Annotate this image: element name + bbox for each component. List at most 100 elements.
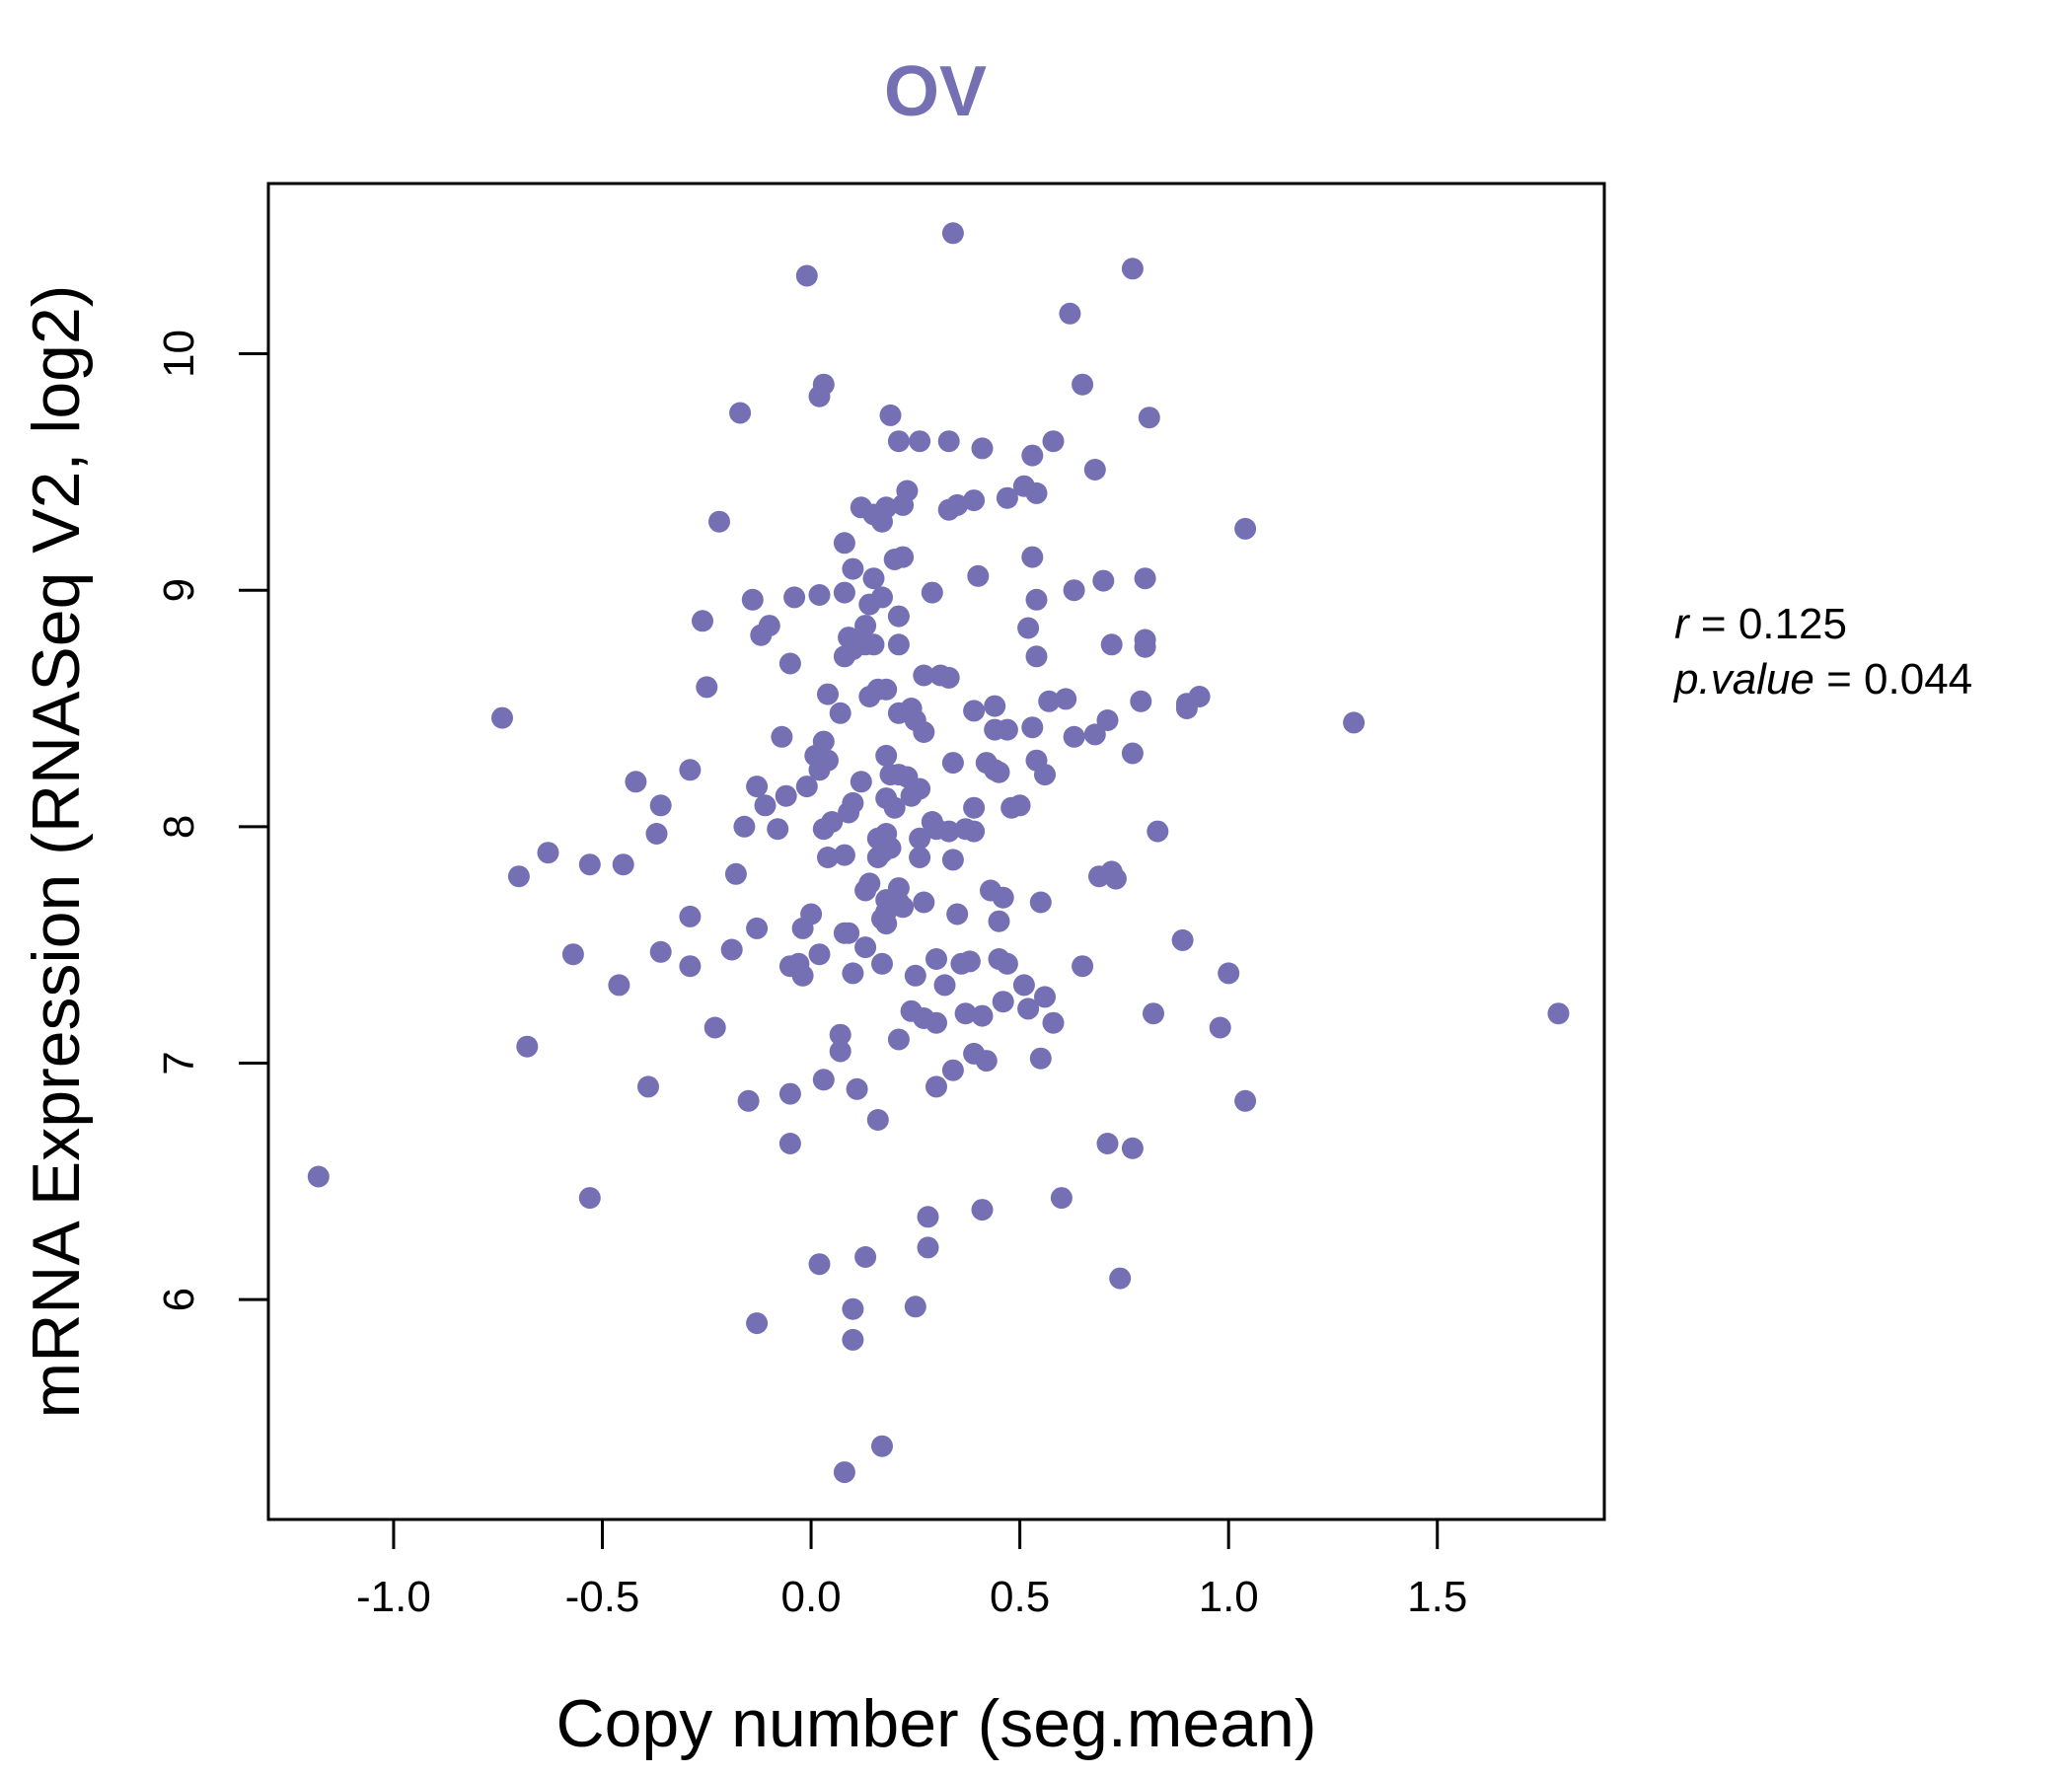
data-point-62 (1134, 635, 1156, 658)
correlation-stat: r = 0.125 (1674, 600, 1847, 648)
data-point-160 (892, 896, 915, 919)
data-point-149 (941, 849, 964, 871)
data-point-1 (795, 264, 818, 287)
p-equals: = (1814, 655, 1864, 703)
data-point-185 (871, 952, 893, 975)
data-point-174 (746, 917, 769, 939)
data-point-30 (1234, 517, 1257, 540)
y-axis-label: mRNA Expression (RNASeq V2, log2) (19, 285, 94, 1419)
data-point-225 (925, 1075, 947, 1098)
data-point-43 (921, 581, 943, 604)
r-equals: = (1689, 600, 1739, 648)
data-point-219 (975, 1050, 998, 1073)
data-point-167 (1029, 891, 1052, 914)
data-point-82 (1055, 688, 1077, 710)
data-point-203 (1218, 962, 1240, 985)
data-point-120 (754, 794, 777, 817)
data-point-150 (537, 842, 559, 864)
data-point-107 (1034, 764, 1056, 786)
data-point-170 (1104, 867, 1127, 890)
data-point-196 (842, 962, 864, 985)
data-point-26 (963, 489, 986, 512)
data-point-241 (808, 1253, 831, 1276)
data-point-71 (817, 683, 839, 705)
data-point-0 (941, 222, 964, 245)
data-point-247 (871, 1435, 893, 1457)
data-point-210 (1042, 1011, 1065, 1034)
data-point-248 (833, 1461, 855, 1484)
data-point-91 (1063, 725, 1085, 748)
data-point-11 (909, 430, 931, 453)
data-points (307, 222, 1570, 1484)
data-point-65 (778, 652, 801, 675)
x-tick-label-0: -1.0 (356, 1573, 431, 1621)
data-point-25 (946, 493, 969, 516)
data-point-45 (1025, 588, 1048, 611)
data-point-233 (1121, 1137, 1144, 1159)
data-point-13 (971, 437, 994, 460)
x-tick-label-5: 1.5 (1407, 1573, 1467, 1621)
p-value-stat: p.value = 0.044 (1672, 655, 1972, 703)
data-point-23 (892, 493, 915, 516)
data-point-234 (307, 1165, 330, 1188)
y-tick-label-1: 7 (155, 1051, 203, 1074)
data-point-39 (1134, 567, 1156, 590)
data-point-139 (733, 815, 756, 838)
data-point-114 (850, 771, 872, 793)
data-point-7 (729, 402, 752, 424)
data-point-229 (1234, 1089, 1257, 1112)
data-point-130 (812, 818, 835, 841)
data-point-151 (578, 853, 601, 876)
data-point-215 (829, 1023, 851, 1046)
data-point-207 (925, 1011, 947, 1034)
data-point-37 (967, 564, 990, 587)
x-axis: -1.0 -0.5 0.0 0.5 1.0 1.5 (356, 1519, 1467, 1621)
data-point-152 (612, 853, 634, 876)
data-point-109 (679, 759, 702, 781)
x-tick-label-4: 1.0 (1199, 1573, 1259, 1621)
data-point-116 (746, 776, 769, 798)
data-point-19 (1025, 481, 1048, 504)
data-point-50 (854, 615, 877, 637)
data-point-78 (913, 721, 935, 743)
data-point-231 (778, 1133, 801, 1154)
data-point-172 (988, 910, 1010, 932)
data-point-141 (1147, 820, 1169, 843)
data-point-138 (767, 818, 789, 841)
data-point-36 (862, 567, 885, 590)
data-point-166 (992, 886, 1014, 909)
data-point-47 (783, 586, 806, 609)
data-point-102 (941, 752, 964, 775)
data-point-105 (988, 761, 1010, 783)
data-point-110 (625, 771, 647, 793)
p-symbol: p.value (1672, 655, 1814, 703)
data-point-58 (887, 633, 910, 656)
data-point-100 (808, 759, 831, 781)
data-point-44 (1063, 579, 1085, 602)
data-point-163 (875, 913, 898, 935)
data-point-164 (913, 891, 935, 914)
data-point-119 (775, 784, 797, 807)
y-axis: 6 7 8 9 10 (155, 330, 268, 1311)
data-point-176 (791, 917, 814, 939)
data-point-173 (679, 905, 702, 927)
data-point-186 (925, 948, 947, 970)
data-point-46 (741, 588, 764, 611)
data-point-76 (887, 702, 910, 724)
data-point-118 (900, 784, 923, 807)
data-point-142 (909, 827, 931, 850)
data-point-140 (645, 823, 668, 845)
data-point-221 (941, 1059, 964, 1081)
data-point-191 (1072, 955, 1094, 978)
data-point-182 (561, 943, 584, 966)
data-point-222 (516, 1035, 539, 1058)
data-point-200 (1034, 986, 1056, 1008)
data-point-180 (720, 938, 743, 961)
data-point-70 (696, 676, 718, 699)
data-point-35 (842, 557, 864, 580)
r-value: 0.125 (1739, 600, 1847, 648)
data-point-190 (996, 952, 1018, 975)
x-axis-label: Copy number (seg.mean) (555, 1686, 1316, 1761)
data-point-115 (795, 776, 818, 798)
data-point-184 (808, 943, 831, 966)
